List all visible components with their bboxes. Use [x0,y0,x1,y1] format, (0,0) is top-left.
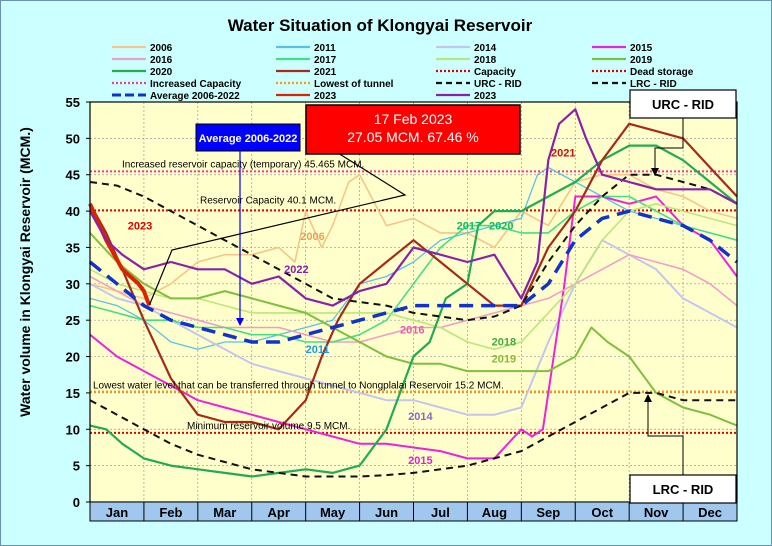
urc-callout-pointer [654,118,684,175]
series-inline-label: 2023 [128,220,152,232]
series-line-2006 [89,173,738,300]
series-inline-label: 2022 [284,264,308,276]
series-line-2019 [89,232,738,427]
x-tick-label: Jun [375,505,398,520]
series-line-average-2006-2022 [88,209,739,344]
lrc-callout-pointer [647,396,684,476]
x-tick-label: Jul [431,505,450,520]
axes: 0 5 10 15 20 25 30 35 40 45 50 55 Jan Feb Mar Apr May Jun… [66,95,738,522]
legend-label: LRC - RID [630,79,677,90]
reference-line-label: Reservoir Capacity 40.1 MCM. [200,195,336,206]
x-tick-label: Feb [159,505,182,520]
y-tick-label: 5 [73,459,80,474]
x-tick-label: Mar [213,505,236,520]
average-callout-label: Average 2006-2022 [199,133,298,145]
series-line-2020 [89,144,738,478]
y-tick-label: 55 [66,95,80,110]
legend-label: 2006 [150,43,173,54]
lrc-callout-box [629,474,737,504]
x-tick-label: Aug [482,505,507,520]
legend-label: Increased Capacity [150,79,242,90]
reference-line-label: Lowest water level that can be transferr… [93,380,504,391]
y-axis-label: Water volume in Klongyai Reservoir (MCM.… [17,127,33,417]
y-tick-label: 15 [66,386,80,401]
legend-label: 2017 [314,55,337,66]
series-inline-label: 2021 [551,148,575,160]
x-tick-label: Dec [698,505,722,520]
series-line-urc-rid [89,173,738,322]
y-tick-label: 45 [66,168,80,183]
legend-label: 2021 [314,67,337,78]
callouts: 17 Feb 2023 27.05 MCM. 67.46 % Average 200… [148,89,737,504]
chart-title: Water Situation of Klongyai Reservoir [228,16,533,35]
legend-label: 2014 [474,43,497,54]
x-tick-label: Apr [268,505,290,520]
series-inline-label: 2018 [492,337,516,349]
reference-line-label: Minimum reservoir volume 9.5 MCM. [187,421,350,432]
legend-label: 2023 [474,91,497,102]
legend-label: 2011 [314,43,336,54]
latest-callout-date: 17 Feb 2023 [374,111,453,127]
series-line-2017 [89,195,738,343]
urc-callout-arrowhead [651,168,659,176]
x-tick-label: Jan [106,505,128,520]
legend-label: 2019 [630,55,653,66]
series-inline-label: 2017 [457,220,481,232]
series-inline-label: 2014 [408,411,433,423]
series-line-2016 [89,253,738,343]
latest-callout-box [305,104,521,155]
inline-labels: Increased reservoir capacity (temporary)… [93,148,575,468]
legend-label: URC - RID [474,79,522,90]
lrc-callout-arrowhead [644,394,652,402]
series-line-2023 [89,108,738,307]
y-tick-label: 50 [66,131,80,146]
y-tick-label: 30 [66,277,80,292]
legend-label: Average 2006-2022 [150,91,240,102]
legend-label: 2018 [474,55,497,66]
lrc-callout-label: LRC - RID [653,482,714,497]
series-line-lrc-rid [89,391,737,478]
series-inline-label: 2019 [492,353,516,365]
latest-callout-value: 27.05 MCM. 67.46 % [347,129,479,145]
x-tick-label: Nov [644,505,669,520]
legend-label: 2023 [314,91,337,102]
series-inline-label: 2011 [306,344,330,356]
grid [90,101,737,503]
series-inline-label: 2016 [400,324,424,336]
legend-label: 2016 [150,55,173,66]
series-line-2021 [89,122,738,431]
legend-label: 2020 [150,67,173,78]
y-tick-label: 10 [66,422,80,437]
reference-line-label: Increased reservoir capacity (temporary)… [122,159,364,170]
urc-callout-label: URC - RID [652,97,714,112]
legend-label: Dead storage [630,67,694,78]
y-tick-label: 40 [66,204,80,219]
legend: 2006 2011 2014 2015 2016 2017 2018 2019 2020 2021… [112,43,694,102]
y-tick-label: 0 [73,495,80,510]
series-inline-label: 2020 [489,220,513,232]
y-tick-label: 20 [66,350,80,365]
x-tick-label: May [320,505,346,520]
series-inline-label: 2006 [300,231,324,243]
legend-label: Lowest of tunnel [314,79,394,90]
series-group [88,108,739,478]
average-callout-box [195,123,301,152]
y-tick-label: 25 [66,313,80,328]
average-callout-arrowhead [236,318,244,326]
legend-label: Capacity [474,67,516,78]
series-line-2015 [89,195,738,460]
y-tick-label: 35 [66,240,80,255]
x-tick-label: Oct [591,505,613,520]
latest-callout-pointer [148,147,407,306]
urc-callout-box [629,89,737,119]
series-inline-label: 2015 [408,455,432,467]
x-tick-label: Sep [536,505,560,520]
legend-label: 2015 [630,43,653,54]
